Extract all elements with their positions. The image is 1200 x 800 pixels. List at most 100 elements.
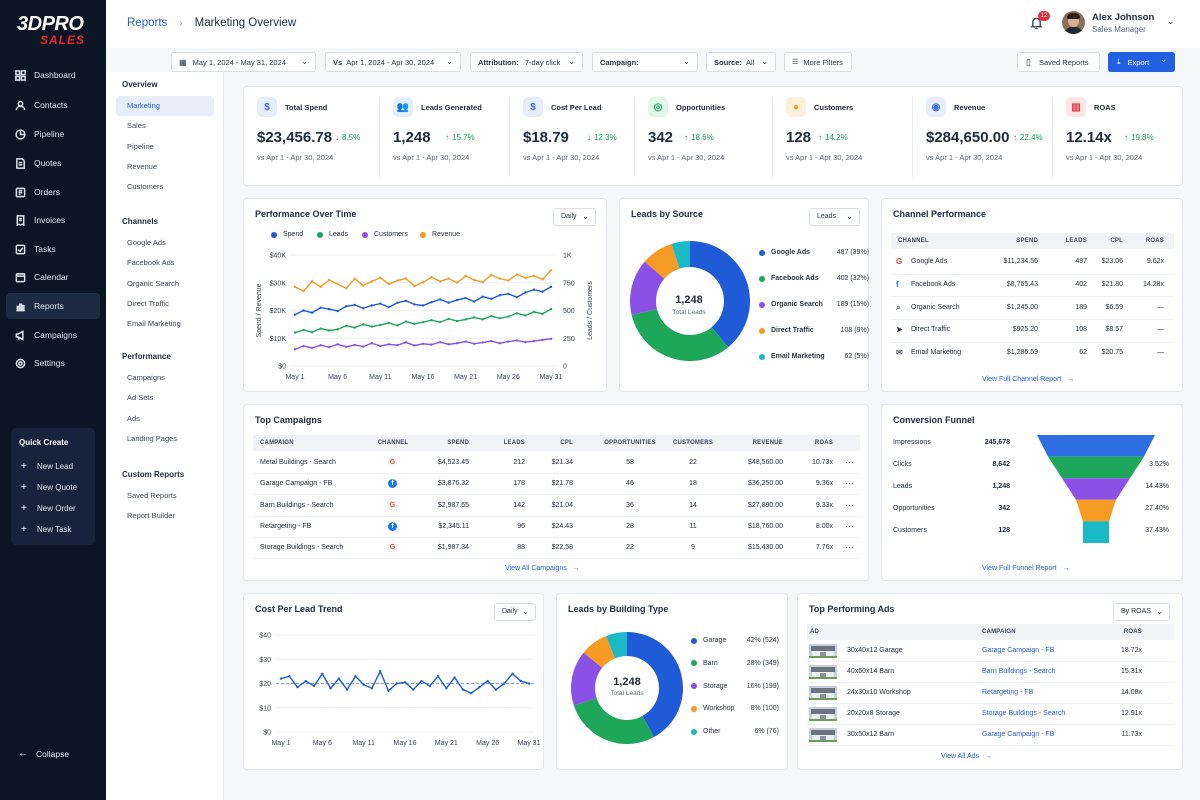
subnav-item-ad-sets[interactable]: Ad Sets (127, 393, 154, 403)
sort-select[interactable]: By ROAS ⌄ (1113, 603, 1170, 621)
ad-campaign-link[interactable]: Garage Campaign - FB (982, 731, 1055, 738)
table-row[interactable]: Barn Buildings - Search G $2,987.65 142 $21.… (253, 496, 860, 516)
more-icon[interactable]: ··· (845, 520, 854, 531)
table-row[interactable]: Metal Buildings - Search G $4,523.45 212 $21… (253, 453, 860, 473)
campaign-roas: 9.36x (815, 480, 833, 488)
subnav-item-sales[interactable]: Sales (127, 121, 146, 131)
table-row[interactable]: ➤ Direct Traffic $925.20 108 $8.57 — (891, 321, 1174, 341)
brand-logo[interactable]: 3DPRO SALES (17, 14, 87, 48)
data-point (481, 341, 484, 344)
subnav-item-landing-pages[interactable]: Landing Pages (127, 433, 178, 443)
nav-item-contacts[interactable]: Contacts (6, 92, 100, 118)
nav-item-pipeline[interactable]: Pipeline (6, 121, 100, 147)
quick-create-new-quote[interactable]: + New Quote (21, 482, 77, 493)
table-row[interactable]: f Facebook Ads $8,765.43 402 $21.80 14.28x (891, 276, 1174, 296)
date-range-value: May 1, 2024 - May 31, 2024 (192, 57, 286, 67)
legend-item: Other 6% (76) (691, 728, 779, 735)
subnav-item-organic-search[interactable]: Organic Search (127, 278, 180, 288)
table-row[interactable]: Garage Campaign - FB f $3,876.32 178 $21.78 4… (253, 474, 860, 494)
source-filter[interactable]: Source: All ⌄ (706, 52, 776, 72)
compare-filter[interactable]: Vs Apr 1, 2024 - Apr 30, 2024 ⌄ (325, 52, 461, 72)
table-row[interactable]: 30x40x12 Garage Garage Campaign - FB 18.72… (807, 641, 1174, 661)
subnav-item-campaigns[interactable]: Campaigns (127, 373, 165, 382)
table-row[interactable]: 20x20x8 Storage Storage Buildings - Searc… (807, 704, 1174, 724)
table-row[interactable]: Retargeting - FB f $2,345.11 96 $24.43 28 11 $1… (253, 517, 860, 537)
view-full-channel-report-link[interactable]: View Full Channel Report → (982, 376, 1074, 383)
subnav-item-ads[interactable]: Ads (127, 413, 140, 423)
legend-label: Storage (703, 682, 728, 690)
legend-swatch (759, 301, 765, 308)
table-row[interactable]: 24x30x10 Workshop Retargeting - FB 14.08x (807, 683, 1174, 703)
more-filters-button[interactable]: ☰ More Filters (784, 52, 852, 72)
subnav-item-report-builder[interactable]: Report Builder (127, 511, 175, 521)
date-range-filter[interactable]: ▦ May 1, 2024 - May 31, 2024 ⌄ (171, 52, 316, 72)
legend-item: Storage 16% (199) (691, 683, 779, 690)
data-point (473, 278, 476, 282)
data-point (362, 284, 365, 287)
granularity-select[interactable]: Daily ⌄ (494, 603, 536, 621)
attribution-filter[interactable]: Attribution: 7-day click ⌄ (470, 52, 583, 72)
nav-item-dashboard[interactable]: Dashboard (6, 62, 100, 88)
nav-item-calendar[interactable]: Calendar (6, 264, 100, 290)
channel-spend: $8,765.43 (1006, 280, 1038, 288)
subnav-item-saved-reports[interactable]: Saved Reports (127, 491, 177, 500)
more-icon[interactable]: ··· (845, 478, 854, 489)
metric-select[interactable]: Leads ⌄ (809, 208, 860, 226)
data-point (396, 343, 399, 347)
campaign-filter[interactable]: Campaign: ⌄ (592, 52, 698, 72)
more-icon[interactable]: ··· (845, 457, 854, 467)
ad-campaign-link[interactable]: Barn Buildings - Search (982, 668, 1056, 675)
nav-item-tasks[interactable]: Tasks (6, 236, 100, 262)
ad-campaign-link[interactable]: Storage Buildings - Search (982, 710, 1066, 717)
view-all-campaigns-link[interactable]: View All Campaigns → (505, 565, 580, 572)
more-icon[interactable]: ··· (845, 542, 854, 553)
subnav-item-pipeline[interactable]: Pipeline (127, 141, 154, 151)
breadcrumb-reports[interactable]: Reports (127, 17, 168, 29)
nav-item-campaigns[interactable]: Campaigns (6, 322, 100, 348)
nav-item-orders[interactable]: Orders (6, 179, 100, 205)
subnav-item-facebook-ads[interactable]: Facebook Ads (127, 258, 175, 268)
nav-item-label: Calendar (34, 272, 69, 282)
nav-item-settings[interactable]: Settings (6, 350, 100, 376)
chart-icon: ▥ (1066, 97, 1086, 117)
ad-campaign-link[interactable]: Garage Campaign - FB (982, 647, 1055, 654)
ad-campaign-link[interactable]: Retargeting - FB (982, 689, 1034, 696)
table-row[interactable]: G Google Ads $11,234.56 487 $23.06 9.62x (891, 253, 1174, 273)
row-divider (253, 515, 860, 517)
more-icon[interactable]: ··· (845, 499, 854, 510)
table-row[interactable]: ✉ Email Marketing $1,286.59 62 $20.75 — (891, 344, 1174, 364)
subnav-item-marketing[interactable]: Marketing (116, 96, 214, 116)
quick-create-new-order[interactable]: + New Order (21, 503, 76, 514)
quick-create-new-task[interactable]: + New Task (21, 524, 72, 535)
data-point (464, 296, 467, 300)
table-row[interactable]: ⌕ Organic Search $1,245.00 189 $6.59 — (891, 299, 1174, 319)
collapse-button[interactable]: ← Collapse (18, 748, 69, 759)
table-row[interactable]: 40x60x14 Barn Barn Buildings - Search 15.3… (807, 662, 1174, 682)
view-all-ads-link[interactable]: View All Ads → (941, 753, 992, 760)
nav-item-label: Campaigns (34, 330, 77, 340)
thumbnail-part (809, 698, 837, 700)
export-label: Export (1127, 57, 1150, 67)
thumbnail-part (820, 673, 826, 678)
row-divider (807, 745, 1174, 746)
subnav-item-revenue[interactable]: Revenue (127, 161, 158, 171)
export-button[interactable]: ⤓ Export ⌄ (1108, 52, 1175, 72)
avatar[interactable] (1062, 11, 1085, 34)
quick-create-new-lead[interactable]: + New Lead (21, 461, 73, 472)
view-full-funnel-report-link[interactable]: View Full Funnel Report → (982, 565, 1070, 572)
data-point (345, 287, 348, 290)
data-point (438, 320, 442, 324)
nav-item-invoices[interactable]: Invoices (6, 207, 100, 233)
channel-spend: $1,286.59 (1006, 349, 1038, 357)
subnav-item-customers[interactable]: Customers (127, 182, 164, 192)
table-row[interactable]: Storage Buildings - Search G $1,987.34 88 $2… (253, 538, 860, 558)
nav-item-reports[interactable]: Reports (6, 293, 100, 319)
saved-reports-button[interactable]: ▯ Saved Reports (1017, 52, 1100, 72)
chevron-down-icon[interactable]: ⌄ (1167, 16, 1175, 26)
subnav-item-email-marketing[interactable]: Email Marketing (127, 319, 181, 329)
granularity-select[interactable]: Daily ⌄ (553, 208, 596, 226)
subnav-item-direct-traffic[interactable]: Direct Traffic (127, 298, 169, 308)
table-row[interactable]: 30x50x12 Barn Garage Campaign - FB 11.73x (807, 725, 1174, 745)
nav-item-quotes[interactable]: Quotes (6, 150, 100, 176)
subnav-item-google-ads[interactable]: Google Ads (127, 238, 166, 247)
